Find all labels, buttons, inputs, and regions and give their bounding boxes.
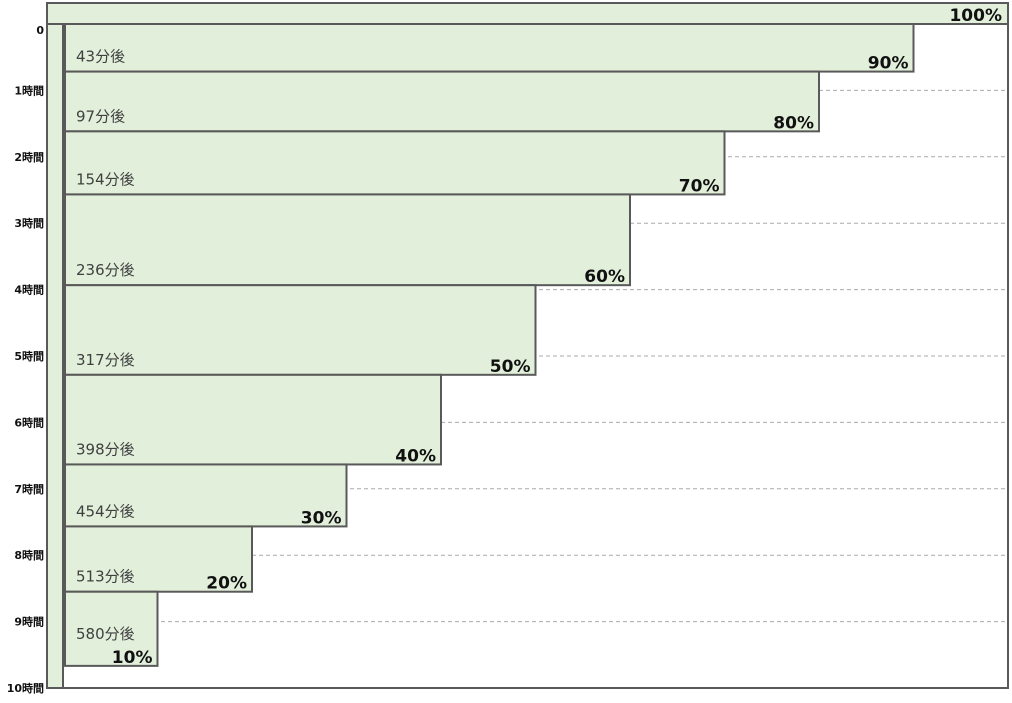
value-label: 60% [584, 267, 625, 287]
total-strip [46, 23, 64, 689]
bar [64, 373, 442, 466]
value-label: 20% [206, 574, 247, 594]
y-tick-label: 1時間 [14, 83, 44, 97]
time-label: 398分後 [76, 440, 135, 458]
y-tick-label: 4時間 [14, 283, 44, 297]
time-label: 43分後 [76, 48, 125, 66]
bar [64, 463, 348, 528]
time-label: 454分後 [76, 502, 135, 520]
y-tick-label: 9時間 [14, 615, 44, 629]
time-label: 317分後 [76, 351, 135, 369]
bar [64, 525, 253, 593]
y-tick-label: 5時間 [14, 349, 44, 363]
time-label: 580分後 [76, 625, 135, 643]
bar [64, 193, 631, 287]
value-label: 50% [490, 357, 531, 377]
y-tick-label: 7時間 [14, 482, 44, 496]
y-tick-label: 3時間 [14, 216, 44, 230]
value-label: 90% [868, 54, 909, 74]
bar [64, 284, 537, 376]
total-label: 100% [949, 6, 1002, 26]
value-label: 30% [301, 508, 342, 528]
total-bar [46, 2, 1009, 25]
value-label: 70% [679, 176, 720, 196]
y-tick-label: 2時間 [14, 150, 44, 164]
time-label: 97分後 [76, 107, 125, 125]
value-label: 10% [112, 648, 153, 668]
y-tick-label: 0 [36, 24, 44, 37]
value-label: 40% [395, 446, 436, 466]
time-label: 513分後 [76, 568, 135, 586]
time-label: 236分後 [76, 261, 135, 279]
time-label: 154分後 [76, 170, 135, 188]
y-tick-label: 6時間 [14, 415, 44, 429]
bar [64, 70, 820, 133]
y-tick-label: 8時間 [14, 548, 44, 562]
bar [64, 590, 159, 667]
bar [64, 130, 726, 196]
bar [64, 23, 915, 73]
value-label: 80% [773, 113, 814, 133]
y-tick-label: 10時間 [7, 681, 44, 695]
